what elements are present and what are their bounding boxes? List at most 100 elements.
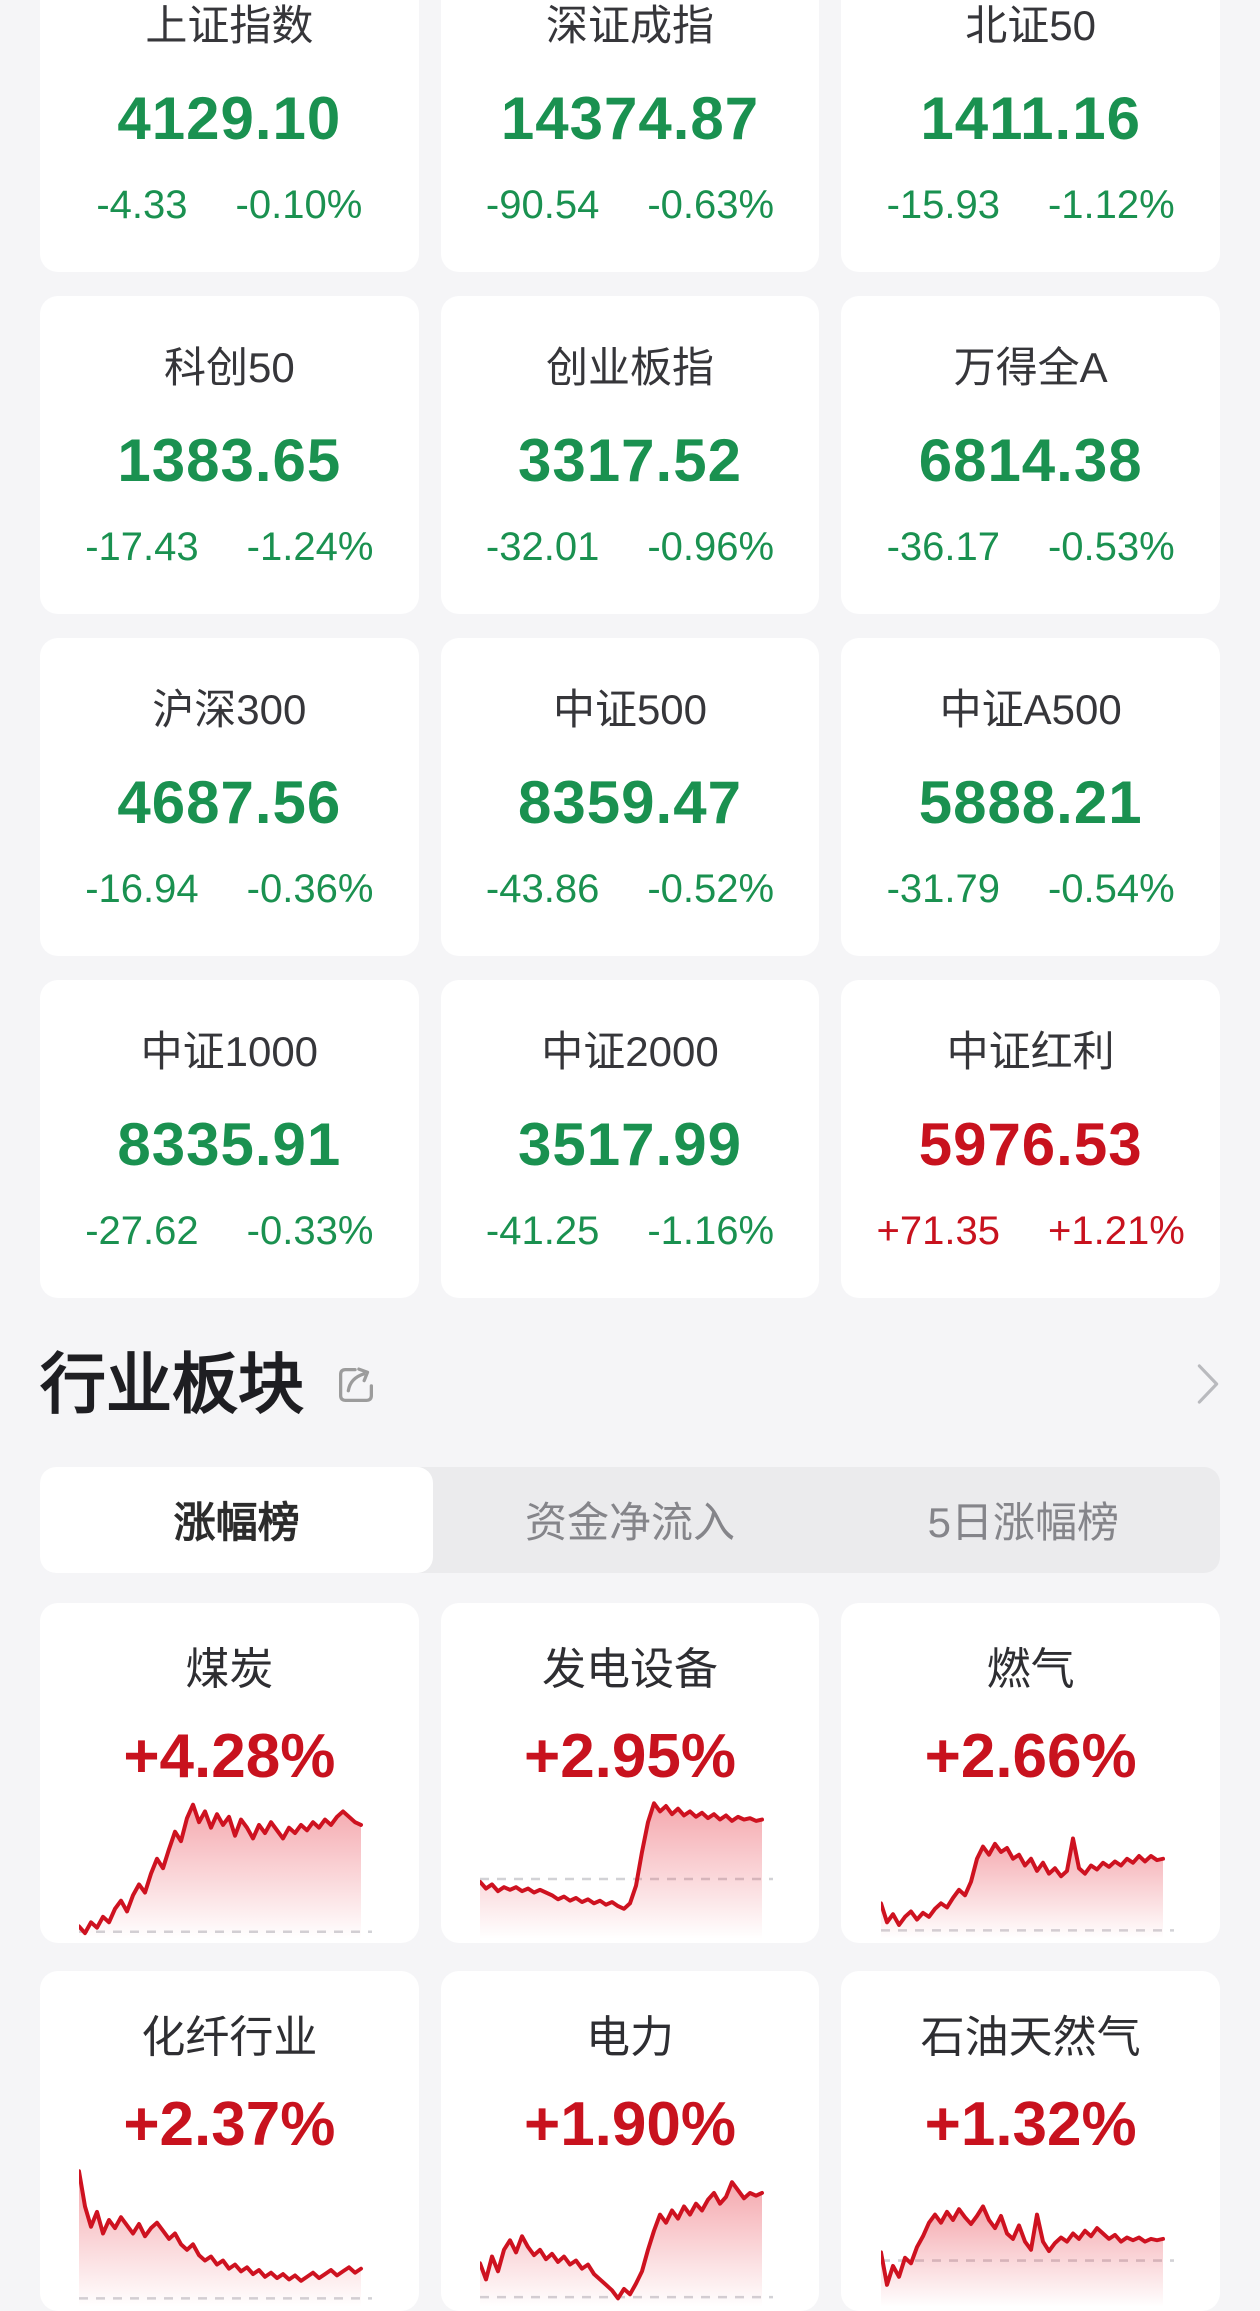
index-name: 中证2000 (541, 1028, 719, 1075)
index-change-pct: -0.96% (647, 525, 775, 569)
sector-card[interactable]: 电力 +1.90% (440, 1970, 820, 2311)
index-change: -17.43 (85, 525, 199, 569)
index-card-grid: 上证指数 4129.10 -4.33 -0.10% 深证成指 14374.87 … (40, 0, 1220, 1298)
section-more-button[interactable] (1196, 1362, 1220, 1406)
index-change-row: -16.94 -0.36% (85, 867, 373, 912)
sector-sparkline (79, 1802, 373, 1939)
index-card[interactable]: 中证1000 8335.91 -27.62 -0.33% (40, 980, 419, 1298)
sector-card[interactable]: 化纤行业 +2.37% (40, 1970, 419, 2311)
sector-change-pct: +2.95% (523, 1721, 736, 1791)
index-change-pct: -0.53% (1047, 525, 1175, 569)
index-change-row: -17.43 -1.24% (85, 525, 373, 570)
index-card[interactable]: 万得全A 6814.38 -36.17 -0.53% (841, 296, 1220, 614)
index-change: -32.01 (485, 525, 600, 569)
sector-tabbar: 涨幅榜 资金净流入 5日涨幅榜 (40, 1466, 1220, 1573)
index-change-pct: -0.33% (246, 1209, 374, 1253)
sector-name: 煤炭 (185, 1644, 274, 1694)
index-name: 中证500 (552, 686, 708, 733)
index-change-row: -32.01 -0.96% (486, 525, 774, 570)
index-value: 14374.87 (500, 84, 760, 152)
sector-name: 燃气 (986, 1644, 1075, 1694)
section-title: 行业板块 (40, 1347, 304, 1421)
index-card[interactable]: 上证指数 4129.10 -4.33 -0.10% (40, 0, 419, 272)
sector-change-pct: +1.32% (924, 2089, 1137, 2159)
sector-card[interactable]: 发电设备 +2.95% (440, 1602, 820, 1943)
tab-5day-gainers[interactable]: 5日涨幅榜 (927, 1499, 1119, 1547)
index-change: -15.93 (886, 183, 1000, 227)
index-change-pct: -1.16% (647, 1209, 775, 1253)
index-value: 8359.47 (518, 768, 742, 836)
index-card[interactable]: 创业板指 3317.52 -32.01 -0.96% (440, 296, 820, 614)
index-value: 5976.53 (918, 1110, 1143, 1178)
index-change-row: -36.17 -0.53% (887, 525, 1175, 570)
index-card[interactable]: 沪深300 4687.56 -16.94 -0.36% (40, 638, 419, 956)
index-change-pct: +1.21% (1048, 1209, 1185, 1253)
index-value: 3517.99 (518, 1110, 742, 1178)
index-change: -27.62 (85, 1209, 199, 1253)
index-name: 万得全A (953, 344, 1108, 391)
index-change-row: -41.25 -1.16% (486, 1209, 774, 1254)
industry-section-header: 行业板块 (40, 1298, 1220, 1421)
share-button[interactable] (332, 1360, 380, 1408)
index-value: 1383.65 (117, 426, 342, 494)
index-card[interactable]: 科创50 1383.65 -17.43 -1.24% (40, 296, 419, 614)
sector-name: 化纤行业 (141, 2012, 318, 2062)
index-change: -41.25 (485, 1209, 600, 1253)
sector-sparkline (880, 2204, 1174, 2307)
index-change-row: -15.93 -1.12% (887, 183, 1175, 228)
index-change-row: -31.79 -0.54% (887, 867, 1175, 912)
index-change-row: -43.86 -0.52% (486, 867, 774, 912)
share-icon (339, 1367, 373, 1403)
sector-sparkline (479, 1800, 773, 1939)
index-name: 沪深300 (152, 686, 307, 733)
index-card[interactable]: 中证红利 5976.53 +71.35 +1.21% (841, 980, 1220, 1298)
index-name: 中证A500 (939, 686, 1122, 733)
index-card[interactable]: 中证2000 3517.99 -41.25 -1.16% (440, 980, 820, 1298)
sector-card-grid: 煤炭 +4.28% 发电设备 +2.95% 燃气 +2.66% 化纤行业 +2.… (40, 1602, 1220, 2311)
index-change-row: -4.33 -0.10% (96, 183, 362, 228)
index-change-pct: -0.54% (1047, 867, 1175, 911)
index-name: 北证50 (965, 2, 1097, 49)
tab-gainers[interactable]: 涨幅榜 (40, 1466, 434, 1573)
index-value: 3317.52 (518, 426, 742, 494)
index-change: +71.35 (876, 1209, 1000, 1253)
index-card[interactable]: 中证500 8359.47 -43.86 -0.52% (440, 638, 820, 956)
index-change-pct: -0.36% (246, 867, 374, 911)
sector-card[interactable]: 石油天然气 +1.32% (841, 1970, 1220, 2311)
tab-net-inflow[interactable]: 资金净流入 (524, 1499, 735, 1547)
sector-change-pct: +2.37% (123, 2089, 336, 2159)
index-change: -4.33 (96, 183, 188, 227)
index-change: -16.94 (85, 867, 199, 911)
index-change-row: -90.54 -0.63% (486, 183, 774, 228)
index-change: -43.86 (485, 867, 600, 911)
sector-change-pct: +1.90% (523, 2089, 736, 2159)
index-card[interactable]: 中证A500 5888.21 -31.79 -0.54% (841, 638, 1220, 956)
index-value: 4129.10 (117, 84, 342, 152)
index-name: 中证1000 (140, 1028, 319, 1075)
sector-sparkline (880, 1836, 1174, 1939)
sector-card[interactable]: 燃气 +2.66% (841, 1602, 1220, 1943)
index-change-pct: -0.52% (647, 867, 775, 911)
index-change: -90.54 (485, 183, 600, 227)
chevron-right-icon (1197, 1364, 1219, 1404)
sector-change-pct: +2.66% (924, 1721, 1137, 1791)
sector-name: 发电设备 (541, 1644, 718, 1694)
index-change-pct: -1.12% (1047, 183, 1175, 227)
index-value: 8335.91 (117, 1110, 342, 1178)
index-card[interactable]: 深证成指 14374.87 -90.54 -0.63% (440, 0, 820, 272)
index-change-pct: -0.10% (235, 183, 363, 227)
index-change-row: +71.35 +1.21% (877, 1209, 1185, 1254)
sector-card[interactable]: 煤炭 +4.28% (40, 1602, 419, 1943)
sector-name: 石油天然气 (920, 2012, 1141, 2062)
sector-sparkline (479, 2179, 773, 2307)
index-name: 深证成指 (545, 2, 714, 49)
sector-name: 电力 (585, 2012, 674, 2062)
index-change-row: -27.62 -0.33% (85, 1209, 373, 1254)
index-value: 4687.56 (117, 768, 342, 836)
index-card[interactable]: 北证50 1411.16 -15.93 -1.12% (841, 0, 1220, 272)
sector-change-pct: +4.28% (123, 1721, 336, 1791)
index-name: 科创50 (163, 344, 295, 391)
index-name: 上证指数 (145, 2, 314, 49)
index-name: 创业板指 (545, 344, 714, 391)
sector-sparkline (79, 2168, 373, 2307)
